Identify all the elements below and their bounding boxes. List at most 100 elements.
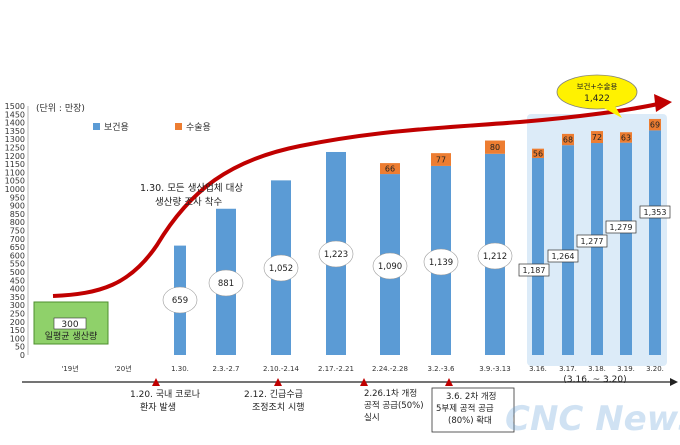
data-label-bubble [372,252,408,280]
y-tick-label: 950 [10,193,25,202]
annotation-4-line2: 공적 공급(50%) [364,400,424,411]
y-tick-label: 500 [10,268,25,277]
annotation-3-line1: 2.12. 긴급수급 [244,389,303,400]
annotation-5-line3: (80%) 확대 [448,415,492,426]
y-tick-label: 300 [10,301,25,310]
annotation-2: 1.20. 국내 코로나 환자 발생 [130,389,200,413]
event-marker [445,378,453,386]
data-label-수술용: 69 [650,121,660,130]
legend: 보건용 수술용 [93,122,211,133]
data-label-수술용: 80 [490,143,500,152]
y-tick-label: 1250 [5,144,25,153]
y-tick-label: 50 [15,343,25,352]
bar-수술용 [620,132,632,143]
data-label-보건용: 1,212 [483,252,507,262]
x-tick-label: 3.17. [559,365,577,373]
baseline-value-box [53,317,87,330]
y-tick-label: 1500 [5,102,25,111]
period-label-20: '20년 [114,364,131,373]
period-label-19: '19년 [61,364,78,373]
x-tick-label: 3.2.-3.6 [427,365,455,373]
y-tick-label: 400 [10,285,25,294]
y-tick-label: 750 [10,227,25,236]
legend-swatch-보건용 [93,123,100,130]
y-tick-label: 1200 [5,152,25,161]
annotation-4-line1: 2.26.1차 개정 [364,388,417,399]
watermark-text: CNC News [505,399,680,439]
bar-수술용 [532,148,544,158]
y-tick-label: 1150 [5,160,25,169]
x-tick-label: 2.24.-2.28 [372,365,408,373]
data-label-수술용: 68 [563,136,573,145]
x-tick-label: 2.3.-2.7 [212,365,239,373]
x-tick-label: 3.19. [617,365,635,373]
data-label-bubble [162,286,198,314]
x-tick-label: 3.20. [646,365,664,373]
data-label-bubble [208,269,244,297]
data-label-수술용: 66 [385,165,395,174]
callout-value: 1,422 [584,94,610,104]
y-tick-label: 0 [20,351,25,360]
timeline-arrowhead [670,378,678,386]
bar-보건용 [591,143,603,355]
legend-swatch-수술용 [175,123,182,130]
baseline-text: 일평균 생산량 [45,330,98,342]
y-axis: 0501001502002503003504004505005506006507… [5,102,29,360]
data-label-보건용: 659 [172,296,188,306]
data-label-보건용: 1,277 [581,237,604,246]
y-tick-label: 450 [10,276,25,285]
watermark: CNC News [505,399,680,439]
bar-수술용 [562,133,574,146]
data-label-bubble [263,254,299,282]
data-label-bubble [318,240,354,268]
annotation-5-line2: 5부제 공적 공급 [436,403,494,414]
y-tick-label: 200 [10,318,25,327]
x-axis-labels: 1.30. 2.3.-2.7 2.10.-2.14 2.17.-2.21 2.24.-2… [171,365,664,373]
callout-tail [600,106,622,118]
y-tick-label: 1050 [5,177,25,186]
y-tick-label: 700 [10,235,25,244]
data-label-box [576,234,608,248]
data-label-보건용: 881 [218,279,234,289]
peak-callout: 보건+수술용 1,422 [556,74,638,118]
highlight-period-label: (3.16. ~ 3.20) [563,375,626,385]
y-tick-label: 650 [10,243,25,252]
y-tick-label: 250 [10,310,25,319]
callout-bubble [556,74,638,110]
y-tick-label: 800 [10,218,25,227]
trend-arrow-head [654,94,672,112]
data-label-수술용: 72 [592,133,602,142]
y-tick-label: 900 [10,202,25,211]
callout-text: 보건+수술용 [577,81,618,91]
annotation-5: 3.6. 2차 개정 5부제 공적 공급 (80%) 확대 [431,387,515,433]
annotation-4: 2.26.1차 개정 공적 공급(50%) 실시 [364,388,424,423]
legend-label-보건용: 보건용 [104,122,129,133]
y-tick-label: 850 [10,210,25,219]
data-label-bubble [423,248,459,276]
legend-label-수술용: 수술용 [186,122,211,133]
bar-수술용 [591,131,603,144]
y-tick-label: 550 [10,260,25,269]
bar-보건용 [620,142,632,355]
annotation-4-line3: 실시 [364,412,380,423]
bars: 659 881 1,052 1,223 66 1,090 77 1,139 80 1,212 56 1… [162,118,671,355]
annotation-1-line2: 생산량 조사 착수 [155,196,222,208]
data-label-수술용: 63 [621,133,631,142]
annotation-1: 1.30. 모든 생산업체 대상 생산량 조사 착수 [140,182,243,208]
annotation-1-line1: 1.30. 모든 생산업체 대상 [140,182,243,194]
x-tick-label: 3.9.-3.13 [479,365,510,373]
y-tick-label: 1000 [5,185,25,194]
annotation-2-line1: 1.20. 국내 코로나 [130,389,200,400]
y-tick-label: 1350 [5,127,25,136]
bar-보건용 [532,157,544,355]
data-label-보건용: 1,353 [644,208,667,217]
annotation-3: 2.12. 긴급수급 조정조치 시행 [244,389,305,413]
bar-수술용 [380,163,400,175]
data-label-보건용: 1,052 [269,264,293,274]
event-markers [152,378,453,386]
baseline-box: 300 일평균 생산량 [33,301,109,345]
y-tick-label: 1100 [5,168,25,177]
bar-수술용 [485,140,505,154]
unit-label: (단위 : 만장) [36,103,85,114]
